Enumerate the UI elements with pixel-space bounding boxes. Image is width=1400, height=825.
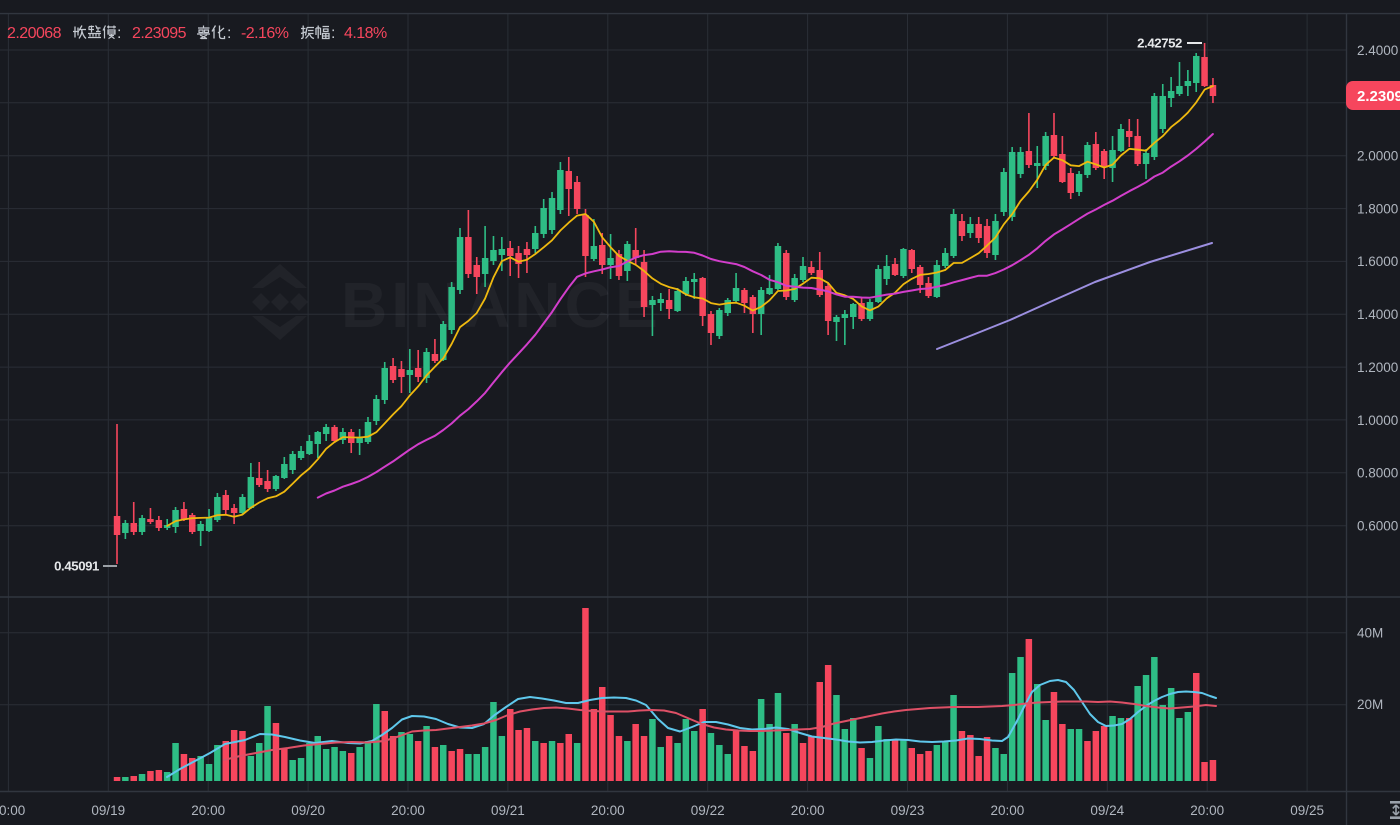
svg-text:0.45091: 0.45091 [54, 559, 99, 574]
svg-text:20M: 20M [1357, 697, 1383, 712]
svg-text:0.6000: 0.6000 [1357, 519, 1398, 534]
svg-text:1.8000: 1.8000 [1357, 201, 1398, 216]
svg-text:2.0000: 2.0000 [1357, 149, 1398, 164]
svg-text:09/20: 09/20 [291, 803, 325, 818]
svg-text:20:00: 20:00 [391, 803, 425, 818]
svg-text:09/24: 09/24 [1090, 803, 1124, 818]
svg-text:0.8000: 0.8000 [1357, 466, 1398, 481]
svg-text:2.23095: 2.23095 [1357, 88, 1400, 105]
svg-text:09/21: 09/21 [491, 803, 525, 818]
svg-text:1.6000: 1.6000 [1357, 254, 1398, 269]
svg-text:40M: 40M [1357, 625, 1383, 640]
svg-text:BINANCE: BINANCE [341, 269, 662, 341]
svg-text:20:00: 20:00 [191, 803, 225, 818]
svg-text:4.18%: 4.18% [344, 25, 387, 42]
svg-text:2.4000: 2.4000 [1357, 43, 1398, 58]
svg-text:20:00: 20:00 [0, 803, 25, 818]
svg-text::: : [117, 25, 121, 42]
svg-text:09/23: 09/23 [891, 803, 925, 818]
svg-text:-2.16%: -2.16% [241, 25, 289, 42]
svg-text:2.23095: 2.23095 [132, 25, 187, 42]
svg-text:20:00: 20:00 [1190, 803, 1224, 818]
svg-text:20:00: 20:00 [991, 803, 1025, 818]
svg-text:2.20068: 2.20068 [7, 25, 62, 42]
svg-text:1.0000: 1.0000 [1357, 413, 1398, 428]
svg-text:2.42752: 2.42752 [1137, 36, 1182, 51]
svg-text:09/19: 09/19 [91, 803, 125, 818]
svg-text:09/25: 09/25 [1290, 803, 1324, 818]
svg-text::: : [227, 25, 231, 42]
svg-text:1.4000: 1.4000 [1357, 307, 1398, 322]
svg-text:20:00: 20:00 [591, 803, 625, 818]
svg-text:20:00: 20:00 [791, 803, 825, 818]
svg-text::: : [331, 25, 335, 42]
svg-text:09/22: 09/22 [691, 803, 725, 818]
svg-text:1.2000: 1.2000 [1357, 360, 1398, 375]
